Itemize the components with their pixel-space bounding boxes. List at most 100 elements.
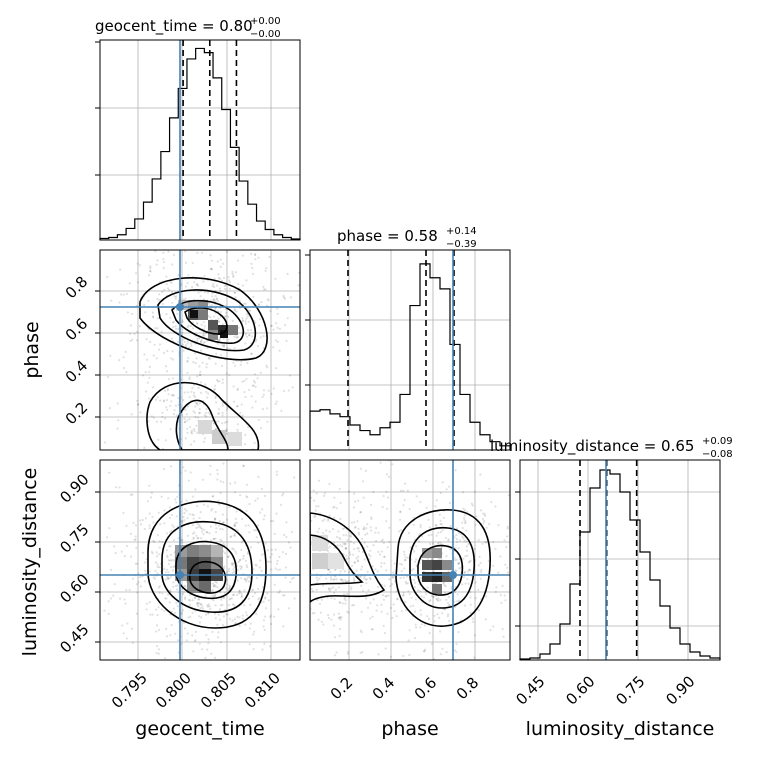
distance-geocent-point xyxy=(180,520,183,523)
distance-geocent-point xyxy=(232,548,235,551)
phase-geocent-point xyxy=(222,344,225,347)
quantile-lines-luminosity-distance xyxy=(579,460,638,660)
distance-geocent-point xyxy=(214,523,217,526)
distance-phase-point xyxy=(490,501,493,504)
phase-geocent-point xyxy=(214,247,216,249)
distance-phase-point xyxy=(429,599,432,602)
distance-geocent-point xyxy=(237,529,240,532)
distance-phase-point xyxy=(321,519,324,523)
phase-geocent-point xyxy=(257,303,261,306)
phase-geocent-point xyxy=(244,342,247,345)
distance-geocent-point xyxy=(234,622,237,625)
phase-geocent-point xyxy=(155,357,158,360)
distance-geocent-point xyxy=(211,582,215,585)
distance-geocent-point xyxy=(196,602,199,605)
phase-geocent-point xyxy=(305,293,307,295)
phase-geocent-point xyxy=(145,338,148,341)
distance-geocent-point xyxy=(231,562,234,565)
phase-geocent-point xyxy=(153,203,155,205)
phase-geocent-point xyxy=(204,226,206,228)
distance-phase-point xyxy=(297,608,299,610)
phase-geocent-point xyxy=(228,374,231,377)
phase-geocent-point xyxy=(166,408,169,411)
distance-phase-point xyxy=(322,494,326,497)
distance-geocent-point xyxy=(245,578,248,581)
phase-geocent-point xyxy=(119,268,122,271)
phase-geocent-point xyxy=(171,358,174,361)
distance-geocent-point xyxy=(253,529,256,532)
distance-geocent-point xyxy=(233,524,236,527)
distance-geocent-point xyxy=(106,536,109,539)
phase-geocent-point xyxy=(236,428,239,431)
distance-geocent-point xyxy=(197,598,200,601)
distance-phase-point xyxy=(423,649,426,653)
distance-geocent-point xyxy=(282,492,285,495)
distance-geocent-point xyxy=(264,542,267,545)
phase-geocent-point xyxy=(168,288,171,291)
distance-phase-point xyxy=(380,610,383,613)
distance-geocent-point xyxy=(183,511,186,515)
distance-geocent-point xyxy=(199,510,202,514)
distance-geocent-point xyxy=(243,578,246,581)
distance-geocent-point xyxy=(240,565,243,569)
distance-geocent-point xyxy=(267,733,269,735)
distance-phase-point xyxy=(430,594,433,598)
phase-geocent-point xyxy=(102,200,104,202)
distance-phase-point xyxy=(380,565,383,568)
distance-geocent-point xyxy=(199,526,203,530)
distance-phase-point xyxy=(387,594,390,597)
phase-geocent-point xyxy=(154,327,157,330)
distance-geocent-point xyxy=(245,509,248,512)
distance-geocent-point xyxy=(239,565,242,568)
ylabel-luminosity-distance: luminosity_distance xyxy=(19,468,41,657)
phase-geocent-point xyxy=(185,456,187,458)
distance-phase-point xyxy=(424,479,427,482)
xtick-distance-0.60: 0.60 xyxy=(562,672,598,708)
distance-geocent-point xyxy=(151,613,154,616)
distance-geocent-point xyxy=(145,602,148,605)
distance-geocent-point xyxy=(228,586,231,589)
phase-geocent-point xyxy=(241,316,244,320)
distance-phase-point xyxy=(405,575,408,578)
distance-geocent-point xyxy=(165,568,169,571)
phase-geocent-point xyxy=(251,406,254,409)
phase-geocent-point xyxy=(183,340,186,344)
phase-geocent-point xyxy=(122,356,125,359)
distance-phase-point xyxy=(404,600,407,604)
distance-geocent-point xyxy=(210,509,213,512)
distance-phase-point xyxy=(342,542,345,545)
distance-geocent-point xyxy=(246,551,249,554)
distance-phase-point xyxy=(405,582,408,585)
phase-geocent-point xyxy=(177,327,180,331)
phase-geocent-point xyxy=(182,398,185,402)
distance-geocent-point xyxy=(242,554,245,558)
phase-geocent-point xyxy=(173,409,176,412)
distance-geocent-point xyxy=(223,591,226,594)
phase-geocent-point xyxy=(143,303,146,306)
phase-geocent-point xyxy=(186,281,189,285)
distance-phase-point xyxy=(338,617,341,620)
distance-geocent-point xyxy=(182,466,185,469)
distance-geocent-point xyxy=(158,674,160,676)
distance-phase-point xyxy=(447,538,450,541)
distance-geocent-point xyxy=(217,631,220,634)
distance-geocent-point xyxy=(191,513,194,516)
distance-phase-point xyxy=(311,669,313,671)
ytick-phase-0.4: 0.4 xyxy=(62,357,92,387)
distance-phase-point xyxy=(466,577,469,581)
hist-step-luminosity_distance xyxy=(519,469,721,660)
distance-geocent-point xyxy=(254,529,258,532)
quantile-lines-phase xyxy=(347,250,455,450)
distance-geocent-point xyxy=(169,553,173,556)
distance-geocent-point xyxy=(150,491,153,494)
distance-phase-point xyxy=(311,589,314,593)
distance-phase-point xyxy=(353,561,356,564)
distance-geocent-point xyxy=(129,493,132,496)
phase-geocent-point xyxy=(260,223,262,225)
distance-phase-point xyxy=(337,530,340,533)
distance-phase-point xyxy=(331,663,333,665)
distance-geocent-point xyxy=(191,495,194,498)
phase-geocent-point xyxy=(208,304,211,307)
distance-geocent-point xyxy=(233,570,236,573)
phase-geocent-point xyxy=(190,431,193,434)
